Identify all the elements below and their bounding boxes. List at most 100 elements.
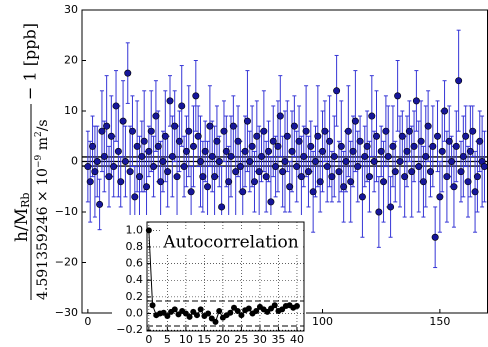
point xyxy=(124,69,132,77)
y-tick-label: −10 xyxy=(55,205,78,218)
point xyxy=(283,132,291,140)
point xyxy=(417,137,425,145)
point xyxy=(412,97,420,105)
point xyxy=(211,173,219,181)
point xyxy=(140,137,148,145)
point xyxy=(358,193,366,201)
point xyxy=(323,163,331,171)
point xyxy=(436,193,444,201)
point xyxy=(438,147,446,155)
point xyxy=(476,137,484,145)
point xyxy=(274,142,282,150)
point xyxy=(295,137,303,145)
point xyxy=(300,152,308,160)
point xyxy=(157,178,165,186)
point xyxy=(340,183,348,191)
point xyxy=(216,308,223,315)
y-tick-label: 1.0 xyxy=(126,223,144,236)
point xyxy=(236,163,244,171)
point xyxy=(365,173,373,181)
point xyxy=(380,178,388,186)
point xyxy=(337,142,345,150)
point xyxy=(265,147,273,155)
x-tick-label: 40 xyxy=(290,333,304,346)
y-tick-label: 20 xyxy=(64,54,78,67)
point xyxy=(389,142,397,150)
x-tick-label: 15 xyxy=(197,333,211,346)
point xyxy=(443,173,451,181)
point xyxy=(168,152,176,160)
point xyxy=(145,147,153,155)
point xyxy=(234,137,242,145)
point xyxy=(89,142,97,150)
point xyxy=(161,132,169,140)
title-background xyxy=(160,230,302,254)
point xyxy=(401,173,409,181)
x-tick-label: 35 xyxy=(271,333,285,346)
point xyxy=(314,132,322,140)
y-label-numerator: h/MRb xyxy=(12,193,33,242)
point xyxy=(126,168,134,176)
point xyxy=(110,163,118,171)
point xyxy=(138,152,146,160)
point xyxy=(326,137,334,145)
point xyxy=(150,163,158,171)
point xyxy=(220,127,228,135)
y-tick-label: −30 xyxy=(55,306,78,319)
point xyxy=(335,168,343,176)
point xyxy=(377,147,385,155)
point xyxy=(145,227,152,234)
point xyxy=(473,173,481,181)
point xyxy=(171,122,179,130)
point xyxy=(149,302,156,309)
point xyxy=(267,198,275,206)
y-tick-label: 0 xyxy=(71,155,78,168)
point xyxy=(253,308,260,315)
point xyxy=(199,173,207,181)
point xyxy=(441,107,449,115)
y-tick-label: 30 xyxy=(64,3,78,16)
y-label-text: 4.591359246 × 10 xyxy=(35,168,51,300)
y-label-text: h/M xyxy=(12,208,32,242)
point xyxy=(258,152,266,160)
point xyxy=(91,168,99,176)
point xyxy=(431,233,439,241)
point xyxy=(403,147,411,155)
point xyxy=(426,168,434,176)
point xyxy=(114,147,122,155)
point xyxy=(100,152,108,160)
point xyxy=(192,92,200,100)
x-tick-label: 0 xyxy=(84,315,91,328)
point xyxy=(354,163,362,171)
point xyxy=(238,312,245,319)
point xyxy=(455,77,463,85)
point xyxy=(419,178,427,186)
y-label-text: 2 xyxy=(34,131,44,137)
point xyxy=(96,200,104,208)
point xyxy=(245,305,252,312)
point xyxy=(319,147,327,155)
point xyxy=(171,306,178,313)
point xyxy=(457,168,465,176)
point xyxy=(262,173,270,181)
point xyxy=(330,152,338,160)
point xyxy=(117,178,125,186)
point xyxy=(98,127,106,135)
point xyxy=(213,137,221,145)
point xyxy=(316,178,324,186)
point xyxy=(328,173,336,181)
point xyxy=(159,158,167,166)
point xyxy=(164,168,172,176)
point xyxy=(429,142,437,150)
point xyxy=(387,203,395,211)
point xyxy=(239,188,247,196)
point xyxy=(227,152,235,160)
point xyxy=(248,142,256,150)
point xyxy=(166,97,174,105)
point xyxy=(462,132,470,140)
point xyxy=(229,122,237,130)
point xyxy=(175,137,183,145)
point xyxy=(469,127,477,135)
point xyxy=(288,147,296,155)
y-tick-label: 0.8 xyxy=(126,240,144,253)
